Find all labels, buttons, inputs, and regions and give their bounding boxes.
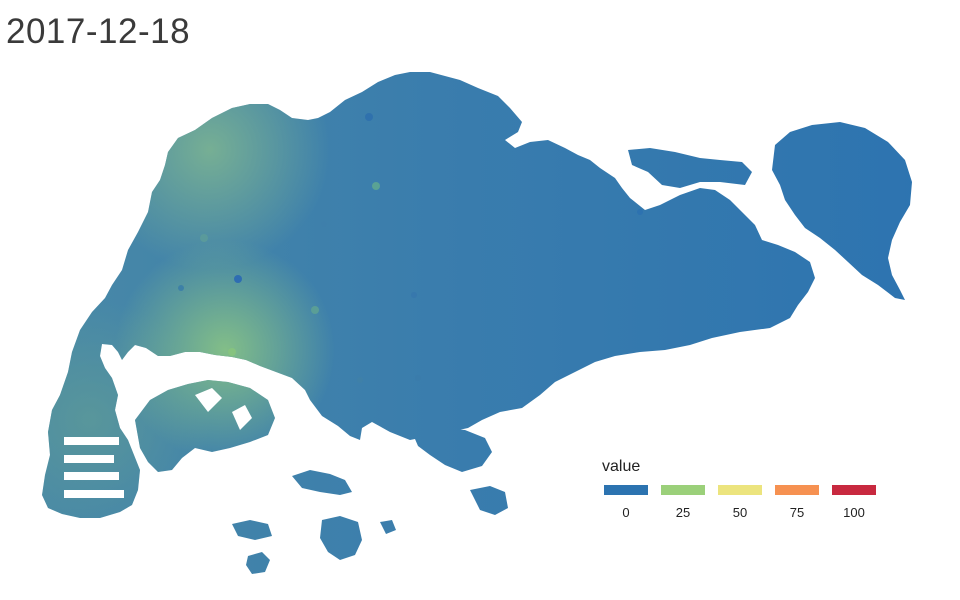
station-marker: [365, 113, 373, 121]
station-marker: [200, 234, 208, 242]
station-marker: [178, 285, 184, 291]
station-marker: [357, 377, 363, 383]
station-marker: [311, 306, 319, 314]
legend-label-75: 75: [789, 505, 805, 520]
station-marker: [234, 275, 242, 283]
map-date-title: 2017-12-18: [6, 12, 191, 51]
legend-swatch-25: [661, 485, 705, 495]
legend-swatch-100: [832, 485, 876, 495]
station-markers: [178, 113, 643, 383]
legend-title: value: [602, 458, 641, 475]
legend-swatch-0: [604, 485, 648, 495]
legend-swatch-75: [775, 485, 819, 495]
station-marker: [228, 348, 236, 356]
station-marker: [372, 182, 380, 190]
legend-label-50: 50: [732, 505, 748, 520]
color-legend: value 0 25 50 75 100: [602, 456, 892, 526]
legend-label-0: 0: [622, 505, 630, 520]
station-marker: [321, 221, 327, 227]
legend-swatch-50: [718, 485, 762, 495]
station-marker: [637, 209, 643, 215]
harbour-cutouts: [64, 388, 252, 498]
station-marker: [411, 292, 417, 298]
station-marker: [415, 375, 421, 381]
legend-label-100: 100: [843, 505, 865, 520]
legend-label-25: 25: [675, 505, 691, 520]
